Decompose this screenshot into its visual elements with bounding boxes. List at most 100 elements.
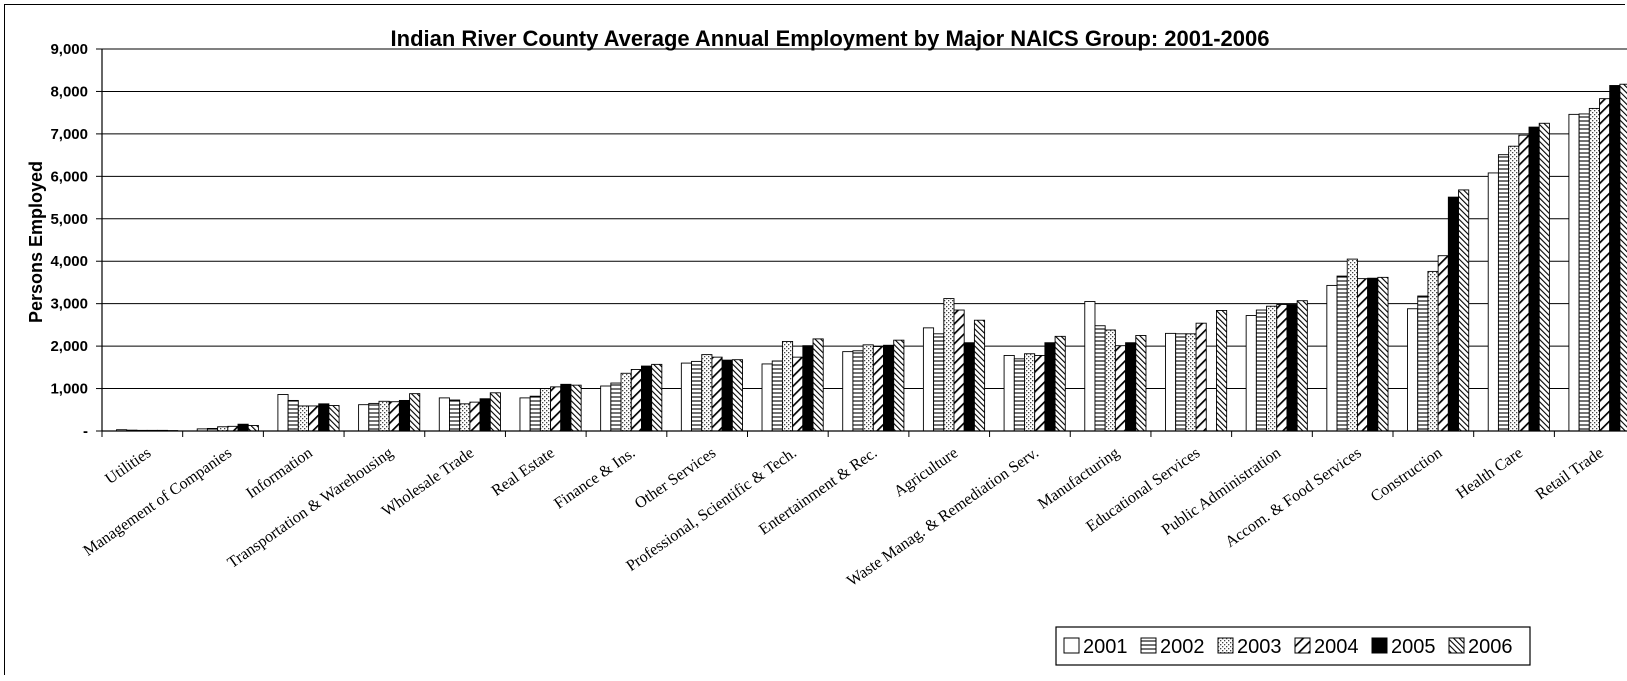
bar-2002 [287,399,299,432]
bar-2004 [1114,345,1127,432]
bar-2001 [519,397,531,432]
bar-2001 [277,394,289,432]
bar-2003 [539,388,552,432]
bar-2002 [368,402,380,432]
legend-swatch-2001 [1063,637,1080,654]
bar-2001 [600,385,612,432]
bar-2001 [1084,301,1096,432]
x-tick-label: Real Estate [489,444,558,499]
bar-2006 [893,339,905,432]
bar-2001 [680,362,692,432]
y-tick-label: 7,000 [50,126,88,143]
bar-2005 [721,359,733,432]
x-tick-label: Accom. & Food Services [1222,444,1364,551]
bar-2001 [922,327,935,432]
bar-2002 [1578,113,1590,432]
bar-2005 [641,365,653,432]
bar-2004 [1599,98,1611,432]
bar-2004 [872,346,884,432]
y-axis-ticks: - 1,000 2,000 3,000 4,000 5,000 6,000 7,000 8,00… [50,41,102,440]
bar-2006 [1216,310,1228,432]
bar-2004 [792,356,804,432]
bar-2003 [1104,329,1116,432]
bar-2006 [651,363,663,432]
bar-2002 [852,350,864,432]
bar-2005 [318,403,330,432]
bar-2006 [489,392,501,432]
bar-2006 [1538,122,1550,432]
axes [101,49,1627,432]
bar-2006 [1619,83,1627,432]
y-axis-label: Persons Employed [26,161,46,323]
chart-title: Indian River County Average Annual Emplo… [391,26,1270,51]
bar-2003 [378,400,390,432]
y-tick-label: 3,000 [50,296,88,313]
x-tick-label: Agriculture [891,444,961,500]
bar-2002 [1094,325,1106,432]
bar-2004 [711,356,723,432]
bar-2002 [1175,333,1187,432]
bar-2004 [1518,134,1530,432]
bar-2006 [1377,276,1389,432]
bar-2004 [1195,322,1207,432]
bar-2001 [1165,332,1177,432]
bar-2001 [1326,284,1338,432]
bar-2004 [388,401,400,432]
bar-2006 [812,338,824,432]
bar-2003 [1588,107,1600,432]
y-tick-label: 4,000 [50,253,88,270]
gridlines [102,48,1627,390]
bar-2006 [1458,189,1470,432]
bar-2006 [1054,335,1066,432]
bar-2001 [1568,113,1580,432]
bar-2003 [1508,145,1520,432]
bar-2005 [1528,126,1540,432]
bar-2006 [328,405,340,432]
bar-2002 [610,382,622,432]
bar-2002 [771,360,783,432]
y-tick-label: 5,000 [50,211,88,228]
bar-2002 [691,360,703,432]
bar-2003 [1427,270,1439,432]
bars [116,83,1627,432]
legend-swatch-2006 [1448,637,1465,654]
x-tick-label: Finance & Ins. [551,444,638,512]
y-tick-label: 9,000 [50,41,88,58]
y-tick-label: - [83,423,88,440]
bar-2003 [620,372,632,432]
bar-2002 [529,395,541,432]
bar-2004 [469,401,481,432]
bar-2004 [953,309,965,432]
bar-2004 [550,386,562,432]
legend-swatch-2004 [1294,637,1311,654]
bar-2003 [1185,333,1197,432]
chart-frame [4,4,1625,675]
x-tick-label: Retail Trade [1532,444,1606,503]
legend-label-2003: 2003 [1237,636,1282,658]
bar-2002 [1417,295,1429,432]
bar-2001 [358,404,370,432]
bar-2001 [438,397,450,432]
y-tick-label: 1,000 [50,381,88,398]
legend-label-2006: 2006 [1468,636,1513,658]
legend-label-2005: 2005 [1391,636,1436,658]
x-tick-label: Construction [1368,444,1445,505]
x-tick-label: Transportation & Warehousing [225,444,397,571]
bar-2005 [1367,277,1379,432]
legend-swatch-2005 [1371,637,1388,654]
bar-2003 [217,426,229,432]
y-tick-label: 6,000 [50,168,88,185]
bar-2002 [1013,358,1025,432]
bar-2002 [1336,275,1348,432]
bar-2004 [227,425,239,432]
bar-2004 [630,369,642,432]
x-tick-label: Utilities [102,444,154,488]
legend-swatch-2003 [1217,637,1234,654]
legend-label-2004: 2004 [1314,636,1359,658]
bar-2001 [1487,172,1499,432]
bar-2004 [1437,255,1449,432]
bar-2002 [933,333,945,432]
bar-2005 [398,399,411,432]
